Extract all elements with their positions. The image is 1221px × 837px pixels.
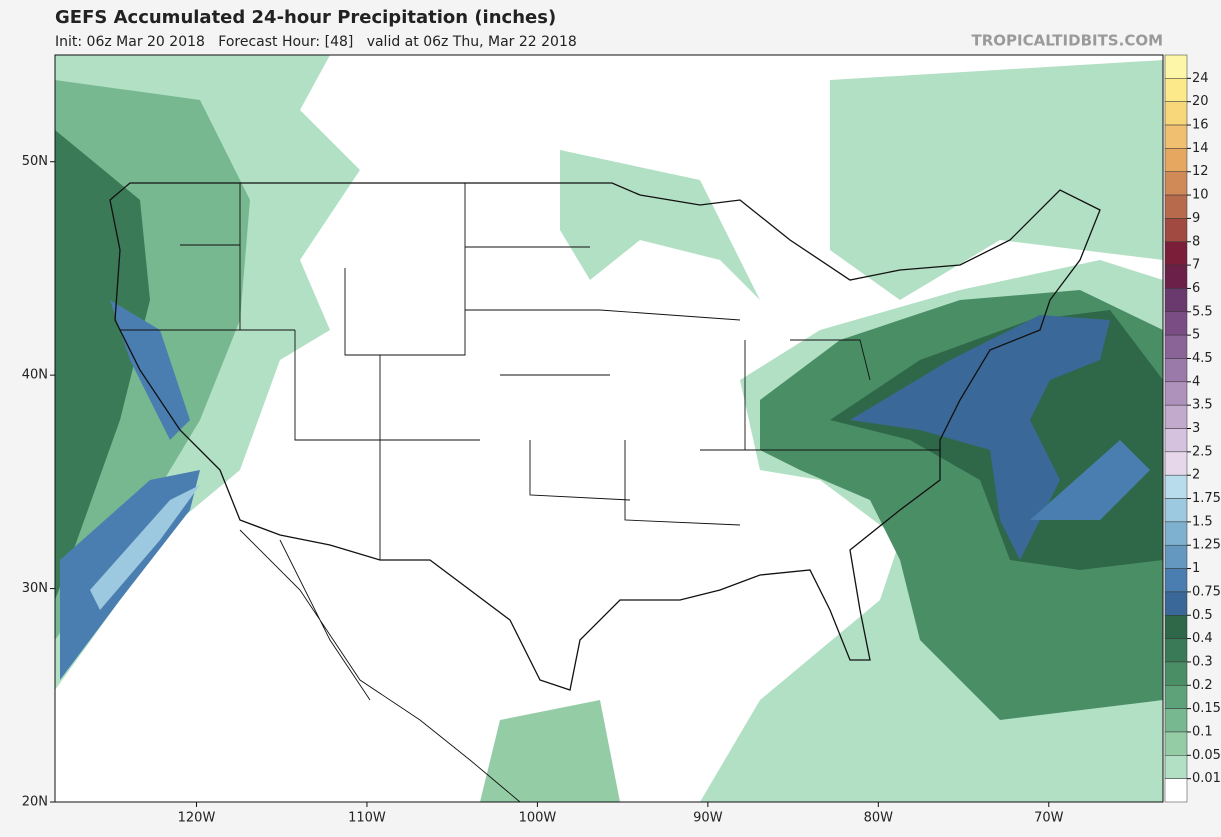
brand: TROPICALTIDBITS.COM <box>972 32 1164 50</box>
colorbar-label: 12 <box>1192 164 1209 179</box>
colorbar-label: 8 <box>1192 234 1200 249</box>
x-tick-label: 70W <box>1034 811 1064 826</box>
colorbar-swatch <box>1164 404 1188 429</box>
colorbar-swatch <box>1164 544 1188 569</box>
colorbar-label: 0.4 <box>1192 631 1213 646</box>
colorbar-swatch <box>1164 194 1188 219</box>
y-tick-label: 30N <box>22 581 48 596</box>
colorbar-label: 0.75 <box>1192 584 1221 599</box>
boundaries <box>109 182 1101 802</box>
y-tick-label: 40N <box>22 368 48 383</box>
precip-area <box>830 60 1163 300</box>
precip-area <box>110 300 190 440</box>
x-tick-label: 110W <box>348 811 386 826</box>
colorbar-label: 1.25 <box>1192 538 1221 553</box>
colorbar-swatch <box>1164 288 1188 313</box>
colorbar-label: 5 <box>1192 328 1200 343</box>
colorbar-swatch <box>1164 381 1188 406</box>
x-tick-label: 100W <box>519 811 557 826</box>
colorbar-swatch <box>1164 428 1188 453</box>
colorbar-swatch <box>1164 148 1188 172</box>
colorbar-label: 7 <box>1192 258 1200 273</box>
colorbar-swatch <box>1164 521 1188 546</box>
precip-area <box>1030 440 1150 520</box>
y-tick-label: 50N <box>22 154 48 169</box>
colorbar-label: 1 <box>1192 561 1200 576</box>
colorbar-label: 4.5 <box>1192 351 1213 366</box>
colorbar-label: 24 <box>1192 71 1209 86</box>
colorbar-label: 0.01 <box>1192 771 1221 786</box>
colorbar-label: 0.05 <box>1192 748 1221 763</box>
colorbar-label: 5.5 <box>1192 304 1213 319</box>
precip-area <box>560 150 760 300</box>
colorbar-swatch <box>1164 708 1188 733</box>
colorbar-swatch <box>1164 755 1188 779</box>
precip-area <box>90 485 200 610</box>
colorbar-label: 0.3 <box>1192 654 1213 669</box>
x-tick-label: 90W <box>693 811 723 826</box>
colorbar-label: 0.2 <box>1192 678 1213 693</box>
y-tick-label: 20N <box>22 795 48 810</box>
map-frame <box>54 54 1164 803</box>
colorbar-swatch <box>1164 661 1188 686</box>
colorbar-swatch <box>1164 474 1188 499</box>
colorbar-swatch <box>1164 241 1188 266</box>
map-area <box>54 54 1164 803</box>
colorbar-label: 2.5 <box>1192 444 1213 459</box>
colorbar-label: 20 <box>1192 94 1209 109</box>
colorbar: 24 20 16 14 12 10 9 8 7 6 5.5 5 4.5 4 3.5 3 2.5 2 1.75 1.5 1… <box>1164 54 1221 803</box>
colorbar-swatch <box>1164 778 1188 803</box>
colorbar-label: 1.75 <box>1192 491 1221 506</box>
colorbar-swatch <box>1164 451 1188 476</box>
colorbar-swatch <box>1164 638 1188 663</box>
colorbar-label: 3 <box>1192 421 1200 436</box>
precip-fields <box>55 55 1163 802</box>
colorbar-swatch <box>1164 498 1188 523</box>
colorbar-label: 4 <box>1192 374 1200 389</box>
colorbar-swatch <box>1164 685 1188 709</box>
colorbar-label: 14 <box>1192 141 1209 156</box>
coastline <box>239 529 521 802</box>
colorbar-swatch <box>1164 615 1188 639</box>
colorbar-swatch <box>1164 171 1188 196</box>
axes: 120W 110W 100W 90W 80W 70W 50N 40N 30N 20N <box>22 154 1064 825</box>
x-tick-label: 120W <box>178 811 216 826</box>
colorbar-swatch <box>1164 124 1188 149</box>
state-borders <box>120 183 940 560</box>
colorbar-swatch <box>1164 264 1188 289</box>
colorbar-label: 10 <box>1192 188 1209 203</box>
country-border <box>109 182 1101 691</box>
colorbar-swatch <box>1164 218 1188 242</box>
colorbar-swatch <box>1164 311 1188 336</box>
colorbar-label: 0.5 <box>1192 608 1213 623</box>
title: GEFS Accumulated 24-hour Precipitation (… <box>55 7 556 28</box>
colorbar-swatch <box>1164 54 1188 79</box>
precip-area <box>480 700 620 802</box>
colorbar-label: 9 <box>1192 211 1200 226</box>
colorbar-swatch <box>1164 358 1188 383</box>
colorbar-label: 0.15 <box>1192 701 1221 716</box>
colorbar-swatch <box>1164 568 1188 593</box>
colorbar-label: 3.5 <box>1192 398 1213 413</box>
precip-area <box>850 315 1110 560</box>
colorbar-label: 1.5 <box>1192 514 1213 529</box>
colorbar-label: 16 <box>1192 118 1209 133</box>
x-tick-label: 80W <box>864 811 894 826</box>
precip-area <box>55 130 150 600</box>
subtitle: Init: 06z Mar 20 2018 Forecast Hour: [48… <box>55 34 577 50</box>
colorbar-swatch <box>1164 334 1188 359</box>
colorbar-label: 6 <box>1192 281 1200 296</box>
colorbar-swatch <box>1164 101 1188 126</box>
colorbar-label: 0.1 <box>1192 724 1213 739</box>
colorbar-label: 2 <box>1192 468 1200 483</box>
colorbar-swatch <box>1164 591 1188 616</box>
colorbar-swatch <box>1164 78 1188 102</box>
colorbar-swatch <box>1164 731 1188 756</box>
